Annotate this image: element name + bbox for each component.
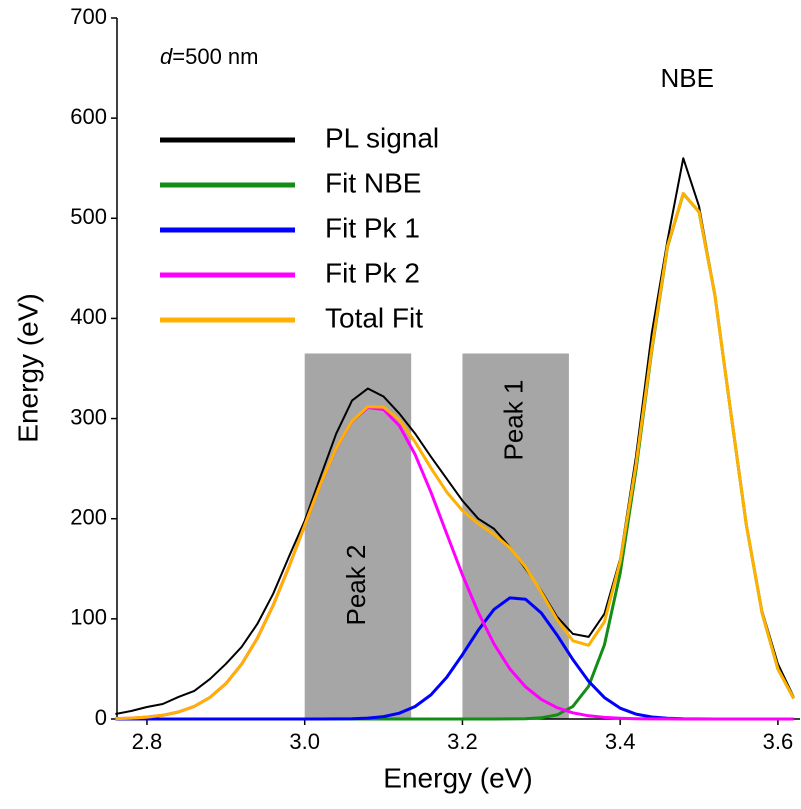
highlight-region — [462, 353, 569, 719]
series-line — [115, 157, 795, 715]
x-tick-label: 3.6 — [763, 729, 794, 754]
legend-label: PL signal — [325, 122, 439, 153]
y-tick-label: 500 — [70, 204, 107, 229]
peak-label: NBE — [660, 63, 713, 93]
legend: PL signal Fit NBE Fit Pk 1 Fit Pk 2 Total Fi… — [160, 122, 439, 333]
legend-label: Total Fit — [325, 302, 423, 333]
y-tick-label: 100 — [70, 605, 107, 630]
annotation-text: =500 nm — [172, 44, 258, 69]
x-tick-label: 3.4 — [605, 729, 636, 754]
series-line — [115, 191, 796, 721]
x-tick-label: 2.8 — [132, 729, 163, 754]
annotation: d=500 nm — [160, 44, 258, 69]
y-tick-label: 200 — [70, 505, 107, 530]
region-label: Peak 1 — [499, 380, 529, 461]
legend-label: Fit Pk 2 — [325, 257, 420, 288]
series-line — [115, 596, 794, 721]
region-label: Peak 2 — [341, 545, 371, 626]
x-tick-label: 3.2 — [447, 729, 478, 754]
y-tick-label: 0 — [95, 705, 107, 730]
y-tick-label: 300 — [70, 404, 107, 429]
annotation-variable: d — [160, 44, 173, 69]
x-tick-label: 3.0 — [289, 729, 320, 754]
series-line — [115, 192, 796, 721]
y-tick-label: 600 — [70, 104, 107, 129]
y-tick-label: 400 — [70, 304, 107, 329]
y-axis-label: Energy (eV) — [12, 293, 43, 442]
y-tick-label: 700 — [70, 4, 107, 29]
legend-label: Fit Pk 1 — [325, 212, 420, 243]
legend-label: Fit NBE — [325, 167, 421, 198]
x-axis-label: Energy (eV) — [383, 762, 532, 793]
